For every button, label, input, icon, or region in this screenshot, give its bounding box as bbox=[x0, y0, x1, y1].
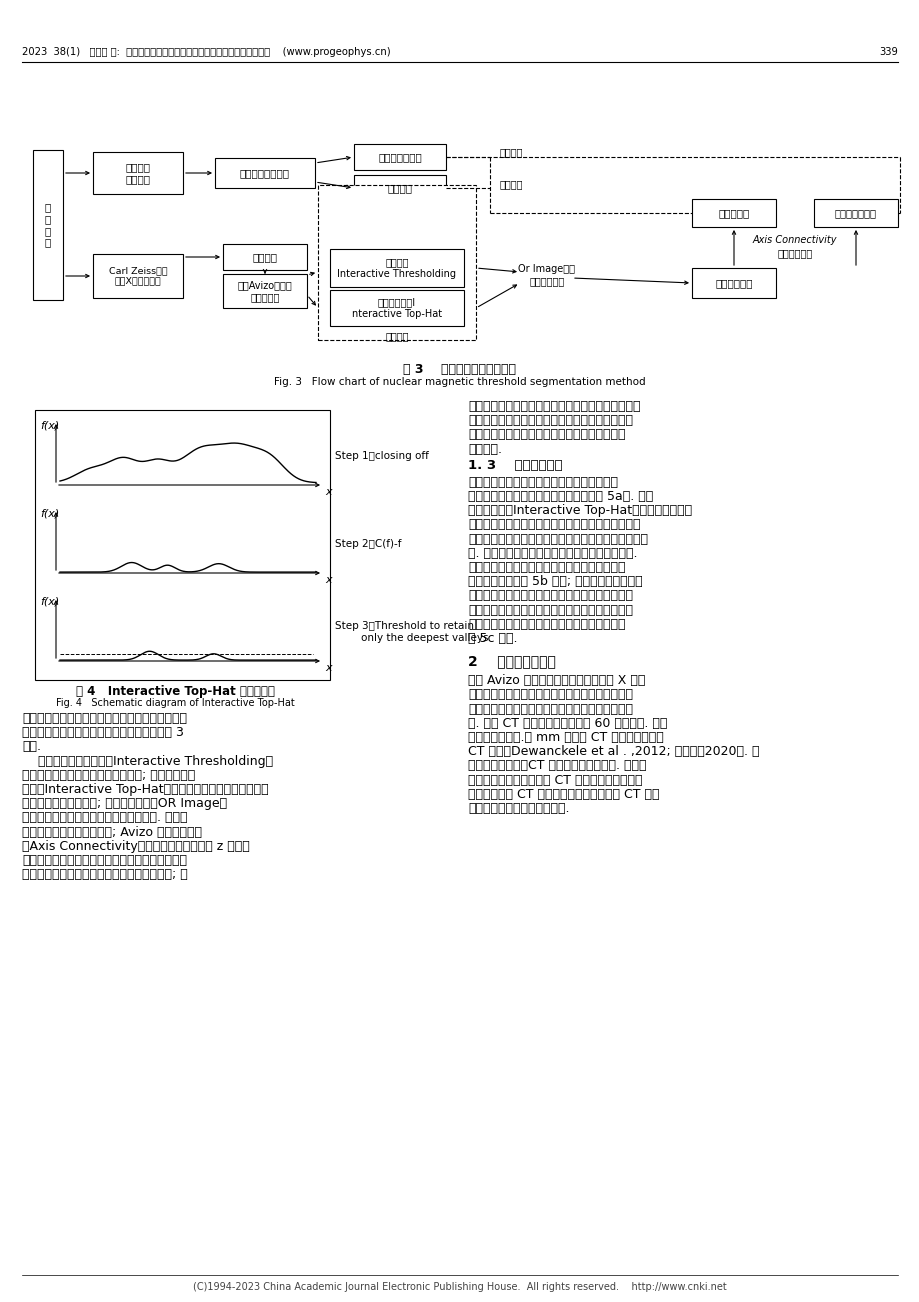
Text: 图 5c 所示.: 图 5c 所示. bbox=[468, 631, 517, 644]
Text: 切割纳米三维 CT 成像，典型岩心样品纳米 CT 成像: 切割纳米三维 CT 成像，典型岩心样品纳米 CT 成像 bbox=[468, 788, 659, 801]
Bar bbox=[330, 290, 463, 326]
Text: 型岩心样品及微米CT 成像参数如表１所示. 在微米: 型岩心样品及微米CT 成像参数如表１所示. 在微米 bbox=[468, 759, 646, 772]
Text: 进行调试: 进行调试 bbox=[385, 331, 408, 341]
Text: 度、可动流体孔隙度为约束，调参获取核磁孔隙区: 度、可动流体孔隙度为约束，调参获取核磁孔隙区 bbox=[22, 712, 187, 725]
Text: 氦孔隙度: 氦孔隙度 bbox=[387, 184, 412, 193]
Text: CT 成像（Dewanckele et al . ,2012; 万琻等，2020）. 典: CT 成像（Dewanckele et al . ,2012; 万琻等，2020… bbox=[468, 745, 759, 758]
Text: 整调试阈値１、调试阈値２，将整体孔隙度、连通孔: 整调试阈値１、调试阈値２，将整体孔隙度、连通孔 bbox=[468, 400, 640, 413]
Text: x: x bbox=[324, 663, 331, 673]
Text: Fig. 3   Flow chart of nuclear magnetic threshold segmentation method: Fig. 3 Flow chart of nuclear magnetic th… bbox=[274, 378, 645, 387]
Text: Axis Connectivity: Axis Connectivity bbox=[752, 234, 836, 245]
Text: （对应核磁共振氦孔隙度）; Avizo 轴连通性算法: （对应核磁共振氦孔隙度）; Avizo 轴连通性算法 bbox=[22, 825, 202, 838]
Text: Step 2：C(f)-f: Step 2：C(f)-f bbox=[335, 539, 401, 549]
Bar bbox=[93, 254, 183, 298]
Text: f(x): f(x) bbox=[40, 421, 59, 431]
Text: 利用 Avizo 软件的图像分析技术，处理 X 射线: 利用 Avizo 软件的图像分析技术，处理 X 射线 bbox=[468, 674, 644, 687]
Text: 2    测试样品及参数: 2 测试样品及参数 bbox=[468, 654, 555, 668]
Text: 导致阈値分割未能很好捕捉裂缝信息（图 5a）. 亮暗: 导致阈値分割未能很好捕捉裂缝信息（图 5a）. 亮暗 bbox=[468, 490, 652, 503]
Text: 给定调试阈値１，初步划分孔隙区域; 亮暗差异分割: 给定调试阈値１，初步划分孔隙区域; 亮暗差异分割 bbox=[22, 768, 195, 781]
Text: 差异分割效果如图 5b 所示; 核磁阈値分割法以阈: 差异分割效果如图 5b 所示; 核磁阈値分割法以阈 bbox=[468, 575, 642, 589]
Text: 样本具体测试参数如表２所示.: 样本具体测试参数如表２所示. bbox=[468, 802, 569, 815]
Bar bbox=[813, 199, 897, 227]
Text: 値分割为基础，以亮暗差异算法为补充，以核磁共: 値分割为基础，以亮暗差异算法为补充，以核磁共 bbox=[468, 590, 632, 603]
Text: 取两种分割并集，获得岩样整体孔隙结构. 孔隙度: 取两种分割并集，获得岩样整体孔隙结构. 孔隙度 bbox=[22, 811, 187, 824]
Bar bbox=[33, 150, 62, 299]
Text: 理，从图像中提取细节元素，应用形态学运算符检测: 理，从图像中提取细节元素，应用形态学运算符检测 bbox=[468, 518, 640, 531]
Bar bbox=[691, 268, 775, 298]
Text: 密砂岩孔隙区域划分，核磁阈値分割孔隙区域如: 密砂岩孔隙区域划分，核磁阈値分割孔隙区域如 bbox=[468, 618, 625, 630]
Text: 2023  38(1)   吴建彪 等:  鄂尔多斯盖地致密砂岩气藏微观孔喉球棍模型表征方法    (www.progeophys.cn): 2023 38(1) 吴建彪 等: 鄂尔多斯盖地致密砂岩气藏微观孔喉球棍模型表征… bbox=[22, 47, 391, 57]
Text: 339: 339 bbox=[879, 47, 897, 57]
Text: 整体孔隙度: 整体孔隙度 bbox=[718, 208, 749, 217]
Text: 所示.: 所示. bbox=[22, 741, 41, 754]
Text: 全未充分分割孔隙区域; 图像逻辑算法（OR Image）: 全未充分分割孔隙区域; 图像逻辑算法（OR Image） bbox=[22, 797, 227, 810]
Text: 信息，得到样品内部孔喉系统的二维及三维分布特: 信息，得到样品内部孔喉系统的二维及三维分布特 bbox=[468, 703, 632, 716]
Text: x: x bbox=[324, 575, 331, 585]
Text: 阈値分割
Interactive Thresholding: 阈値分割 Interactive Thresholding bbox=[337, 258, 456, 279]
Bar bbox=[215, 158, 314, 187]
Text: 亮暗差异分割I
nteractive Top-Hat: 亮暗差异分割I nteractive Top-Hat bbox=[352, 297, 442, 319]
Text: Or Image计算
两部分的并集: Or Image计算 两部分的并集 bbox=[518, 264, 575, 286]
Text: 级样品中选取纳米级三维 CT 成像区域，进行激光: 级样品中选取纳米级三维 CT 成像区域，进行激光 bbox=[468, 773, 641, 786]
Bar bbox=[222, 273, 307, 309]
Text: 亮暗差异法可以有效分割出局部裂缝区域，亮暗: 亮暗差异法可以有效分割出局部裂缝区域，亮暗 bbox=[468, 561, 625, 574]
Text: f(x): f(x) bbox=[40, 509, 59, 519]
Text: 振氦孔隙度、可动流体孔隙度为约束，合理完成致: 振氦孔隙度、可动流体孔隙度为约束，合理完成致 bbox=[468, 604, 632, 617]
Text: 导入Avizo中进行
处理和展示: 导入Avizo中进行 处理和展示 bbox=[237, 280, 292, 302]
Text: 上钒取直径为０.５ mm 的微米 CT 子样，进行微米: 上钒取直径为０.５ mm 的微米 CT 子样，进行微米 bbox=[468, 730, 663, 743]
Text: 谷. 调试获得符合要求的裂缝区域，补充局部分割.: 谷. 调试获得符合要求的裂缝区域，补充局部分割. bbox=[468, 547, 637, 560]
Text: 砂
岩
岩
样: 砂 岩 岩 样 bbox=[45, 203, 51, 247]
Text: 互相对应: 互相对应 bbox=[499, 178, 523, 189]
Text: 隙度约束在氦孔隙度、可动流体孔隙度范围内，核: 隙度约束在氦孔隙度、可动流体孔隙度范围内，核 bbox=[468, 414, 632, 427]
Text: 差异分割法（Interactive Top-Hat）进行局部阈値处: 差异分割法（Interactive Top-Hat）进行局部阈値处 bbox=[468, 504, 691, 517]
Text: 轴连通性算法: 轴连通性算法 bbox=[777, 247, 811, 258]
Text: 互相对应: 互相对应 bbox=[499, 147, 523, 158]
Bar bbox=[222, 243, 307, 270]
Text: 孔隙结构.: 孔隙结构. bbox=[468, 443, 502, 456]
Text: 交互式阈値分割算法（Interactive Thresholding）: 交互式阈値分割算法（Interactive Thresholding） bbox=[22, 755, 273, 768]
Text: Step 1：closing off: Step 1：closing off bbox=[335, 450, 428, 461]
Text: 数字岩芯: 数字岩芯 bbox=[252, 253, 278, 262]
Text: 可动流体孔隙度: 可动流体孔隙度 bbox=[378, 152, 422, 161]
Bar bbox=[354, 174, 446, 201]
Bar bbox=[330, 249, 463, 286]
Bar bbox=[35, 410, 330, 680]
Bar bbox=[691, 199, 775, 227]
Text: （Axis Connectivity）整合孔隙三维结构沿 z 轴逐像: （Axis Connectivity）整合孔隙三维结构沿 z 轴逐像 bbox=[22, 840, 249, 853]
Text: 可动流体孔隙度: 可动流体孔隙度 bbox=[834, 208, 876, 217]
Text: 1. 3    分割效果对比: 1. 3 分割效果对比 bbox=[468, 458, 562, 471]
Text: 图 4   Interactive Top-Hat 原理示意图: 图 4 Interactive Top-Hat 原理示意图 bbox=[75, 685, 274, 698]
Bar bbox=[354, 145, 446, 171]
Text: 磁阈値分割出的孔隙区域可以有效表征岩样整体: 磁阈値分割出的孔隙区域可以有效表征岩样整体 bbox=[468, 428, 625, 441]
Text: Step 3：Threshold to retain
        only the deepest valleys: Step 3：Threshold to retain only the deep… bbox=[335, 621, 488, 643]
Text: x: x bbox=[324, 487, 331, 497]
Text: 域，核磁阈値分割法具有先进性，其流程如图 3: 域，核磁阈値分割法具有先进性，其流程如图 3 bbox=[22, 727, 184, 740]
Text: 图像中相对较暗区域，对应图像灰度分布函数（ｆ）波: 图像中相对较暗区域，对应图像灰度分布函数（ｆ）波 bbox=[468, 533, 647, 546]
Text: 岩样核磁
共振实验: 岩样核磁 共振实验 bbox=[125, 163, 151, 184]
Text: 致密砂岩储层裂缝发育，裂缝中部分充填物质: 致密砂岩储层裂缝发育，裂缝中部分充填物质 bbox=[468, 475, 618, 488]
Text: 三维孔喉特征: 三维孔喉特征 bbox=[714, 279, 752, 288]
Text: f(x): f(x) bbox=[40, 598, 59, 607]
Text: Fig. 4   Schematic diagram of Interactive Top-Hat: Fig. 4 Schematic diagram of Interactive … bbox=[55, 698, 294, 708]
Text: 岩芯孔隙参数报告: 岩芯孔隙参数报告 bbox=[240, 168, 289, 178]
Text: 征. 三维 CT 成像测试中，共开展 60 余块岩样. 岩心: 征. 三维 CT 成像测试中，共开展 60 余块岩样. 岩心 bbox=[468, 717, 666, 730]
Text: 图 3    核磁阈値分割法流程图: 图 3 核磁阈値分割法流程图 bbox=[403, 363, 516, 376]
Bar bbox=[318, 185, 475, 340]
Text: Carl Zeiss三维
立体X射线显微镜: Carl Zeiss三维 立体X射线显微镜 bbox=[108, 267, 167, 285]
Text: 素上下切面间的连通路径，形成连通孔隙区域，计: 素上下切面间的连通路径，形成连通孔隙区域，计 bbox=[22, 854, 187, 867]
Text: 算连通孔隙度，对应核磁共振可动流体孔隙度; 调: 算连通孔隙度，对应核磁共振可动流体孔隙度; 调 bbox=[22, 868, 187, 881]
Text: 算法（Interactive Top-Hat）（图４）给定调试阈値２，补: 算法（Interactive Top-Hat）（图４）给定调试阈値２，补 bbox=[22, 783, 268, 796]
Text: (C)1994-2023 China Academic Journal Electronic Publishing House.  All rights res: (C)1994-2023 China Academic Journal Elec… bbox=[193, 1282, 726, 1292]
Bar bbox=[93, 152, 183, 194]
Text: 三维显微镜扫描成像获得的立体模型以及二维切片: 三维显微镜扫描成像获得的立体模型以及二维切片 bbox=[468, 689, 632, 702]
